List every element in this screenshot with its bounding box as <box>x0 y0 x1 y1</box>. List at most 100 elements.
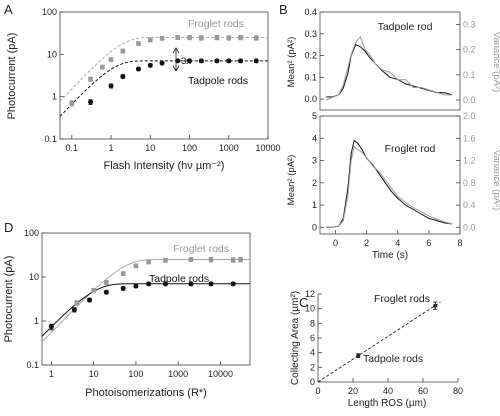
panel-b-top-ticks: 0.0 0.1 0.2 0.3 0.4 0.0 0.1 0.2 0.3 <box>304 7 475 105</box>
panel-a-tadpole-point <box>198 58 204 64</box>
panel-a-fit-tadpole <box>59 60 268 117</box>
panel-b-bottom-ytick-label: 0 <box>312 222 317 232</box>
panel-a-froglet-point <box>226 35 232 41</box>
panel-b-bottom-ytick-label: 5 <box>312 111 317 121</box>
panel-b-top-trace-variance <box>326 36 453 101</box>
panel-b-top-ylabel: Mean² (pA²) <box>286 37 297 88</box>
panel-a-ytick-label: 1 <box>52 92 57 102</box>
panel-b-top-chart: 0.00.10.20.30.40.00.10.20.3 Tadpole rod … <box>286 7 500 111</box>
panel-b-top-y2tick-label: 0.0 <box>463 95 476 105</box>
panel-d-froglet-point <box>238 257 243 262</box>
panel-a-froglet-point <box>69 100 75 106</box>
panel-b-bottom-y2tick-label: 1.2 <box>463 156 476 166</box>
panel-a-tadpole-point <box>238 58 244 64</box>
panel-d-froglet-point <box>146 259 151 265</box>
panel-b-bottom-y2tick-label: 1.6 <box>463 133 476 143</box>
panel-b-top-ytick-label: 0.1 <box>304 72 317 82</box>
panel-a-3x-arrowhead-top <box>172 47 180 54</box>
panel-c-froglet-point <box>433 303 438 308</box>
panel-a-xtick-label: 100 <box>182 143 197 153</box>
panel-b-bottom-y2label: Variance (pA²) <box>491 150 500 211</box>
panel-a-froglet-point <box>108 57 114 62</box>
panel-d-tadpole-point <box>230 281 236 287</box>
panel-a-plot-area <box>59 11 269 140</box>
panel-a-3x-arrowhead-bottom <box>172 65 180 72</box>
panel-d-legend-tadpole: Tadpole rods <box>149 273 209 285</box>
panel-c-xtick-label: 20 <box>348 386 358 396</box>
panel-a-froglet-point <box>100 64 105 70</box>
panel-d-tadpole-point <box>208 281 214 287</box>
panel-d-ytick-label: 10 <box>29 272 39 282</box>
panel-a-tadpole-point <box>120 73 126 79</box>
panel-d-fit-curves <box>41 259 250 343</box>
panel-a-3x-label: 3x <box>181 56 191 67</box>
panel-b-top-y2tick-label: 0.2 <box>463 45 476 55</box>
panel-d-froglet-point <box>163 257 168 263</box>
panel-b-bottom-ylabel: Mean² (pA²) <box>286 155 297 206</box>
panel-a-froglet-point <box>199 35 204 41</box>
panel-d-tadpole-point <box>71 307 77 313</box>
panel-a-tadpole-point <box>253 58 259 64</box>
panel-b-top-ytick-label: 0.2 <box>304 51 317 61</box>
panel-b-bottom-xtick-label: 4 <box>395 238 400 248</box>
panel-b-top-traces <box>326 36 453 101</box>
panel-c-ytick-label: 6 <box>310 333 315 343</box>
panel-a-froglet-point <box>147 37 153 43</box>
panel-c-xtick-label: 80 <box>453 386 463 396</box>
panel-a-tadpole-point <box>159 60 165 66</box>
panel-c-xtick-label: 0 <box>315 386 320 396</box>
panel-label-c: C <box>299 295 308 310</box>
panel-b-bottom-y2tick-label: 0.0 <box>463 222 476 232</box>
panel-a-chart: 0.1 1 10 100 1000 10000 0.1 1 10 100 Froglet rods… <box>6 7 281 172</box>
panel-b-bottom-traces <box>326 139 453 228</box>
panel-a-tadpole-point <box>108 83 114 89</box>
panel-b-bottom-trace-variance <box>326 145 453 228</box>
panel-b-bottom-xtick-label: 2 <box>364 238 369 248</box>
panel-b-bottom-chart: 0 2 4 6 8 0 1 2 3 4 5 0.0 0.4 0.8 1.2 1.6 2.0 Froglet ro… <box>286 111 500 261</box>
panel-c-xtick-label: 60 <box>418 386 428 396</box>
panel-a-froglet-point <box>253 35 259 41</box>
panel-a-tadpole-point <box>135 66 141 72</box>
panel-b-bottom-ytick-label: 3 <box>312 156 317 166</box>
panel-a-froglet-point <box>214 35 220 40</box>
panel-label-a: A <box>4 2 13 17</box>
panel-d-ytick-label: 1 <box>34 316 39 326</box>
panel-c-ytick-label: 2 <box>310 362 315 372</box>
panel-a-ytick-label: 100 <box>42 7 57 17</box>
panel-b-top-y2tick-label: 0.3 <box>463 20 476 30</box>
panel-d-plot-area <box>41 232 251 366</box>
panel-d-chart: 1 10 100 1000 10000 0.1 1 10 100 Froglet rods Ta… <box>3 228 251 399</box>
panel-b-bottom-xlabel: Time (s) <box>372 250 408 261</box>
panel-d-points <box>48 256 243 332</box>
panel-c-ytick-label: 0 <box>310 377 315 387</box>
panel-c-xtick-label: 40 <box>383 386 393 396</box>
panel-d-froglet-point <box>74 300 80 306</box>
panel-d-ylabel: Photocurrent (pA) <box>3 256 15 343</box>
panel-d-xtick-label: 1 <box>49 369 54 379</box>
panel-d-froglet-point <box>208 257 214 262</box>
panel-c-fit-line <box>317 301 441 383</box>
panel-c-ytick-label: 4 <box>310 348 315 358</box>
panel-b-top-y2label: Variance (pA²) <box>491 32 500 93</box>
panel-a-legend-tadpole: Tadpole rods <box>188 75 248 87</box>
panel-label-d: D <box>4 220 13 235</box>
panel-d-fit-froglet <box>41 259 250 343</box>
panel-d-tadpole-point <box>48 323 54 329</box>
panel-label-b: B <box>279 2 288 17</box>
panel-b-top-ytick-label: 0.3 <box>304 29 317 39</box>
panel-d-xlabel: Photoisomerizations (R*) <box>85 387 207 399</box>
panel-d-tadpole-point <box>87 297 93 303</box>
panel-d-froglet-point <box>120 271 126 276</box>
panel-a-froglet-point <box>159 35 165 41</box>
panel-b-bottom-xtick-label: 0 <box>333 238 338 248</box>
panel-d-xtick-label: 100 <box>128 369 143 379</box>
panel-b-top-y2tick-label: 0.1 <box>463 70 476 80</box>
panel-d-froglet-point <box>91 287 96 293</box>
panel-d-ytick-label: 100 <box>24 228 39 238</box>
panel-a-froglet-point <box>120 48 126 54</box>
panel-b-bottom-ticks: 0 2 4 6 8 0 1 2 3 4 5 0.0 0.4 0.8 1.2 1.6 2.0 <box>312 111 476 248</box>
panel-d-ytick-label: 0.1 <box>26 360 39 370</box>
panel-a-ytick-label: 0.1 <box>44 134 57 144</box>
panel-d-tadpole-point <box>188 281 194 287</box>
